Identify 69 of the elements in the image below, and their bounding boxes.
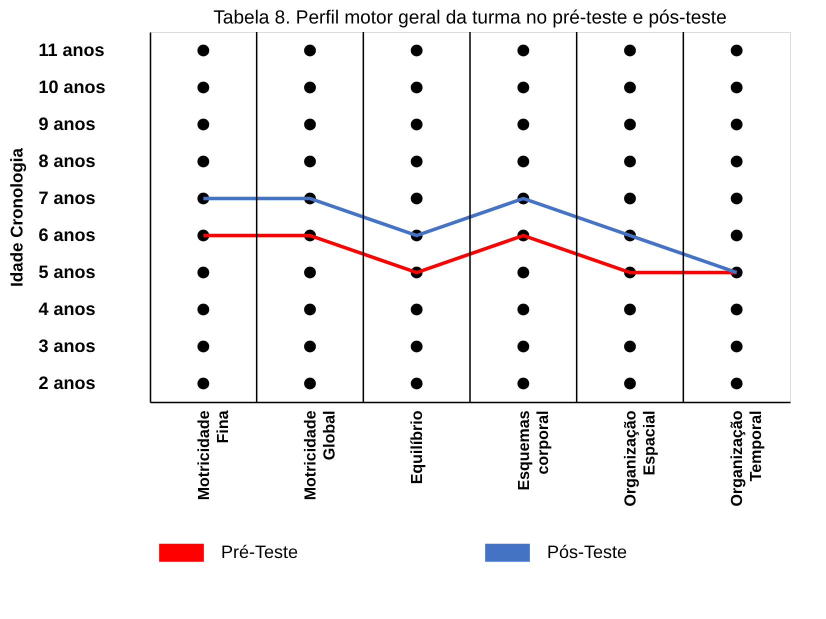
y-tick-label: 8 anos [38, 151, 96, 171]
point [410, 340, 423, 352]
point [624, 378, 636, 390]
point [624, 192, 636, 204]
point [517, 118, 530, 130]
y-tick-label: 3 anos [38, 336, 96, 356]
point [517, 266, 530, 278]
point [730, 82, 743, 94]
point [304, 44, 316, 56]
x-tick-label: Motricidade Fina [196, 410, 232, 500]
point [730, 44, 743, 56]
point [410, 156, 423, 168]
point [624, 156, 636, 168]
point [304, 82, 316, 94]
point [730, 118, 743, 130]
point [197, 304, 210, 316]
point [197, 156, 210, 168]
y-tick-label: 11 anos [38, 40, 105, 60]
y-tick-label: 5 anos [38, 262, 96, 282]
point [517, 156, 530, 168]
point [624, 304, 636, 316]
y-tick-label: 7 anos [38, 188, 96, 208]
x-tick-label: Organização Espacial [622, 410, 658, 507]
point [410, 304, 423, 316]
point [197, 340, 210, 352]
point [730, 304, 743, 316]
point [517, 378, 530, 390]
legend-label: Pós-Teste [547, 542, 628, 562]
point [517, 82, 530, 94]
point [304, 304, 316, 316]
point [624, 340, 636, 352]
point [197, 82, 210, 94]
point [517, 340, 530, 352]
point [517, 304, 530, 316]
y-axis-title: Idade Cronologia [8, 148, 26, 287]
point [624, 118, 636, 130]
point [410, 82, 423, 94]
point [517, 44, 530, 56]
point [410, 192, 423, 204]
y-tick-label: 4 anos [38, 299, 96, 319]
x-tick-label: Organização Temporal [729, 410, 766, 507]
x-tick-label: Esquemas corporal [516, 410, 552, 491]
point [730, 378, 743, 390]
y-tick-label: 9 anos [38, 114, 96, 134]
y-tick-label: 2 anos [38, 373, 96, 393]
point [304, 378, 316, 390]
point [197, 266, 210, 278]
y-tick-label: 10 anos [38, 77, 106, 97]
point [304, 118, 316, 130]
point [410, 44, 423, 56]
point [730, 192, 743, 204]
point [197, 378, 210, 390]
point [304, 340, 316, 352]
point [197, 44, 210, 56]
point [410, 118, 423, 130]
point [304, 266, 316, 278]
y-tick-label: 6 anos [38, 225, 96, 245]
x-tick-label: Motricidade Global [302, 410, 338, 500]
point [624, 82, 636, 94]
point [304, 156, 316, 168]
point [410, 378, 423, 390]
point [624, 44, 636, 56]
chart-title: Tabela 8. Perfil motor geral da turma no pré-teste e pós-teste [213, 7, 727, 28]
x-tick-label: Equilíbrio [409, 410, 426, 484]
point [730, 156, 743, 168]
point [730, 340, 743, 352]
point [730, 230, 743, 242]
point [197, 118, 210, 130]
legend-label: Pré-Teste [221, 542, 298, 562]
